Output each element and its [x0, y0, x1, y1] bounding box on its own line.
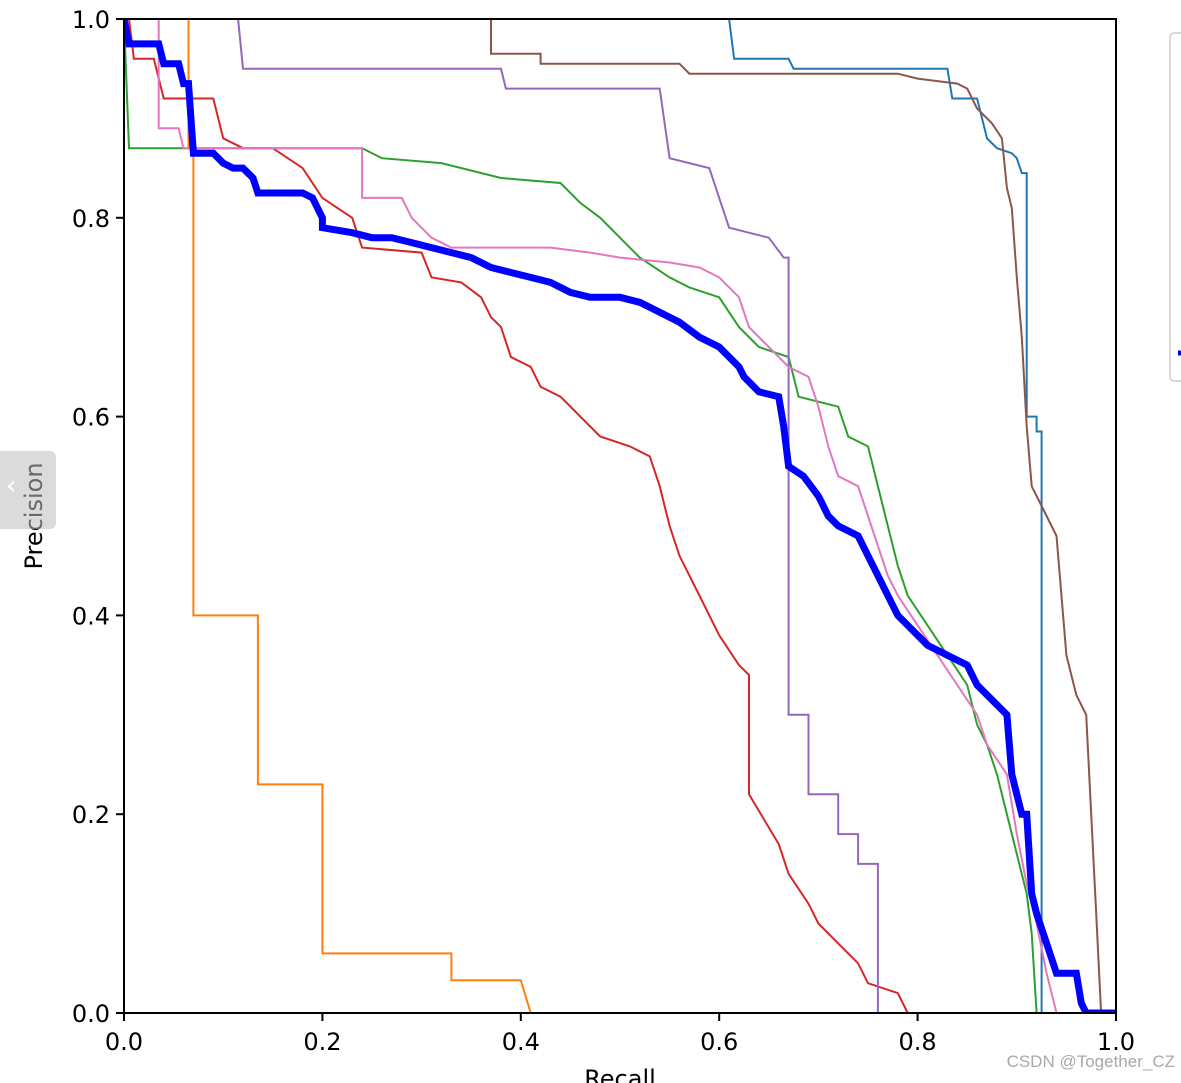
chevron-left-icon: ‹: [6, 471, 17, 501]
series-layer: [124, 19, 1116, 1013]
series-line-3: [124, 19, 1038, 1013]
plot-frame: [123, 18, 1117, 1014]
legend-box-clipped: [1169, 32, 1181, 382]
x-tick-label: 0.0: [105, 1028, 143, 1056]
series-line-7: [157, 19, 1058, 1013]
x-tick-label: 0.2: [303, 1028, 341, 1056]
y-tick-label: 1.0: [72, 6, 110, 34]
plot-area: [124, 19, 1116, 1013]
x-tick-label: 0.6: [700, 1028, 738, 1056]
y-tick-label: 0.0: [72, 1000, 110, 1028]
series-line-5: [237, 19, 879, 1013]
y-tick-label: 0.8: [72, 205, 110, 233]
x-axis-label: Recall: [584, 1065, 656, 1083]
x-tick-label: 1.0: [1097, 1028, 1135, 1056]
side-nav-collapse-tab[interactable]: ‹: [0, 451, 56, 529]
series-line-6: [490, 19, 1103, 1013]
y-tick-label: 0.2: [72, 801, 110, 829]
series-line-1: [728, 19, 1043, 1013]
x-tick-label: 0.4: [502, 1028, 540, 1056]
watermark: CSDN @Together_CZ: [1006, 1052, 1175, 1071]
y-tick-label: 0.4: [72, 602, 110, 630]
y-axis: 0.0 0.2 0.4 0.6 0.8 1.0: [72, 6, 124, 1028]
x-tick-label: 0.8: [899, 1028, 937, 1056]
series-line-8: [124, 19, 1116, 1013]
x-axis: 0.0 0.2 0.4 0.6 0.8 1.0: [105, 1013, 1135, 1056]
y-tick-label: 0.6: [72, 404, 110, 432]
